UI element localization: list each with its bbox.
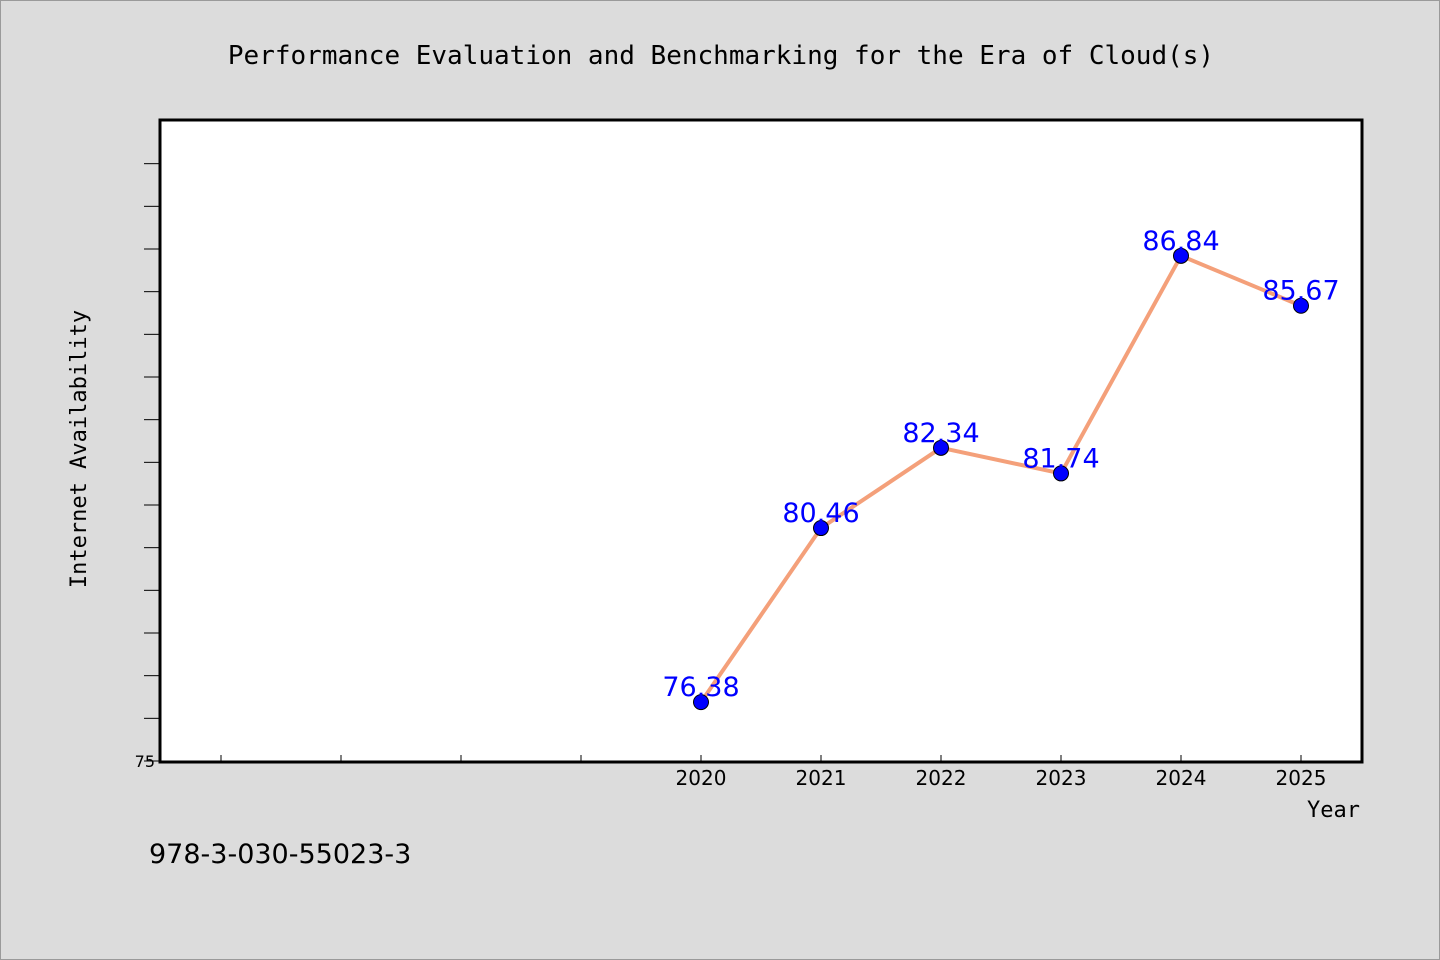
data-point: [1173, 247, 1189, 264]
isbn-footer: 978-3-030-55023-3: [149, 839, 411, 870]
y-axis-label: Internet Availability: [67, 310, 92, 588]
data-label: 86.84: [1142, 226, 1219, 257]
data-point: [1053, 465, 1069, 482]
x-tick-label: 2025: [1276, 766, 1327, 790]
y-tick-label: 75: [135, 752, 155, 771]
data-label: 82.34: [902, 418, 979, 449]
series-line: [699, 253, 1302, 704]
data-label: 76.38: [662, 672, 739, 703]
data-label: 80.46: [782, 498, 859, 529]
x-tick-label: 2022: [916, 766, 967, 790]
data-point: [1293, 297, 1309, 314]
data-label: 81.74: [1022, 443, 1099, 474]
x-tick-label: 2023: [1036, 766, 1087, 790]
data-point: [813, 520, 829, 537]
data-label: 85.67: [1262, 276, 1339, 307]
x-tick-label: 2021: [796, 766, 847, 790]
data-point: [693, 694, 709, 711]
x-tick-label: 2020: [676, 766, 727, 790]
x-tick-label: 2024: [1156, 766, 1207, 790]
plot-area: [158, 118, 1364, 764]
y-axis-ticks: 75: [135, 163, 160, 771]
series-group: 76.38 80.46 82.34 81.74 86.84 85.67: [662, 226, 1340, 711]
x-axis-label: Year: [1307, 798, 1360, 823]
x-axis-ticks: 2020 2021 2022 2023 2024 2025: [220, 755, 1327, 790]
chart-title: Performance Evaluation and Benchmarking …: [228, 41, 1214, 71]
data-point: [933, 439, 949, 456]
